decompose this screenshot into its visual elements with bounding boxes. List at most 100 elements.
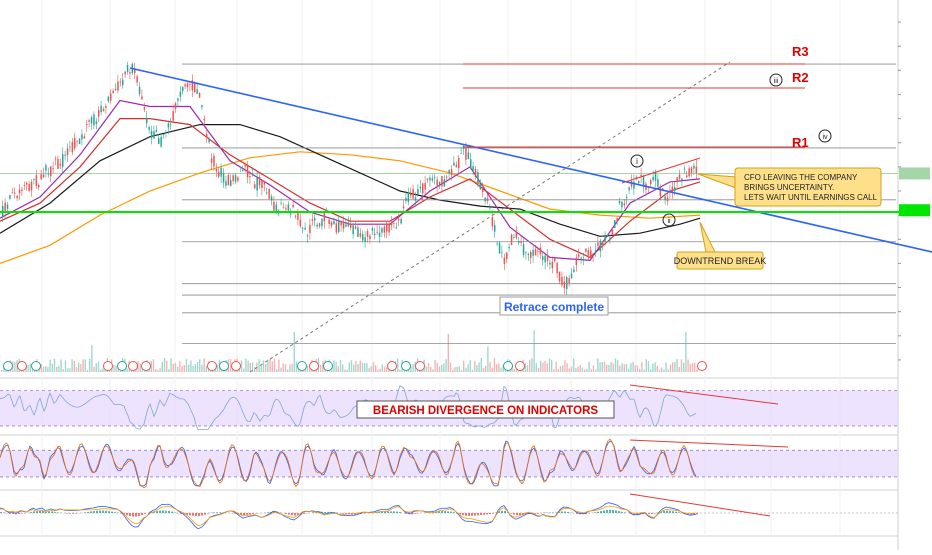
candle-body bbox=[403, 206, 405, 208]
volume-bar bbox=[487, 347, 488, 372]
volume-bar bbox=[445, 359, 446, 372]
candle-body bbox=[254, 184, 256, 188]
macd-histogram-bar bbox=[114, 512, 116, 513]
candle-body bbox=[33, 179, 35, 180]
candle-body bbox=[393, 223, 395, 224]
candle-body bbox=[264, 182, 266, 184]
candle-body bbox=[62, 154, 64, 167]
volume-bar bbox=[140, 363, 141, 372]
volume-bar bbox=[643, 370, 644, 372]
candle-body bbox=[112, 91, 114, 93]
candle-body bbox=[422, 183, 424, 193]
volume-bar bbox=[386, 368, 387, 372]
r3-label: R3 bbox=[792, 44, 809, 59]
volume-bar bbox=[377, 369, 378, 372]
volume-bar bbox=[472, 370, 473, 372]
volume-bar bbox=[547, 363, 548, 372]
volume-bar bbox=[498, 363, 499, 372]
volume-bar bbox=[47, 367, 48, 372]
volume-bar bbox=[254, 367, 255, 372]
candle-body bbox=[343, 222, 345, 229]
candle-body bbox=[357, 227, 359, 237]
volume-bar bbox=[14, 362, 15, 372]
candle-body bbox=[124, 71, 126, 74]
macd-histogram-bar bbox=[162, 510, 164, 513]
macd-histogram-bar bbox=[621, 512, 623, 513]
macd-histogram-bar bbox=[129, 513, 131, 516]
volume-bar bbox=[426, 366, 427, 372]
candle-body bbox=[324, 213, 326, 222]
event-marker bbox=[32, 362, 41, 371]
macd-histogram-bar bbox=[72, 513, 74, 514]
candle-body bbox=[120, 82, 122, 83]
macd-histogram-bar bbox=[414, 513, 416, 514]
candle-body bbox=[604, 236, 606, 240]
bearish-label: BEARISH DIVERGENCE ON INDICATORS bbox=[373, 405, 598, 417]
candle-body bbox=[196, 89, 198, 94]
event-marker bbox=[220, 362, 229, 371]
volume-bar bbox=[199, 359, 200, 372]
candle-body bbox=[640, 175, 642, 176]
candle-body bbox=[573, 270, 575, 272]
macd-histogram-bar bbox=[96, 511, 98, 513]
candle-body bbox=[307, 235, 309, 236]
macd-histogram-bar bbox=[612, 510, 614, 513]
candle-body bbox=[465, 148, 467, 160]
candle-body bbox=[91, 117, 93, 123]
candle-body bbox=[412, 189, 414, 199]
macd-histogram-bar bbox=[483, 513, 485, 515]
volume-bar bbox=[192, 366, 193, 372]
cfo-line-2: BRINGS UNCERTAINTY. bbox=[744, 183, 834, 192]
candle-body bbox=[81, 134, 83, 139]
candle-body bbox=[566, 277, 568, 289]
candle-body bbox=[489, 207, 491, 208]
candle-body bbox=[12, 192, 14, 193]
volume-bar bbox=[27, 365, 28, 372]
volume-bar bbox=[52, 364, 53, 372]
macd-histogram-bar bbox=[165, 511, 167, 513]
candle-body bbox=[547, 255, 549, 261]
candle-body bbox=[326, 210, 328, 211]
volume-bar bbox=[285, 364, 286, 372]
macd-histogram-bar bbox=[75, 513, 77, 514]
macd-histogram-bar bbox=[243, 513, 245, 515]
macd-histogram-bar bbox=[618, 511, 620, 513]
macd-histogram-bar bbox=[552, 512, 554, 513]
volume-bar bbox=[115, 366, 116, 372]
macd-histogram-bar bbox=[0, 512, 2, 513]
candle-body bbox=[153, 131, 155, 138]
volume-bar bbox=[674, 362, 675, 372]
candle-body bbox=[439, 182, 441, 185]
volume-bar bbox=[606, 365, 607, 372]
macd-histogram-bar bbox=[564, 512, 566, 513]
macd-histogram-bar bbox=[663, 511, 665, 513]
macd-histogram-bar bbox=[516, 513, 518, 515]
cfo-line-1: CFO LEAVING THE COMPANY bbox=[744, 173, 858, 182]
candle-body bbox=[619, 201, 621, 203]
candle-body bbox=[552, 262, 554, 268]
macd-histogram-bar bbox=[549, 512, 551, 513]
volume-bar bbox=[98, 362, 99, 372]
volume-bar bbox=[54, 359, 55, 372]
volume-bar bbox=[558, 369, 559, 372]
candle-body bbox=[520, 241, 522, 243]
candle-body bbox=[388, 224, 390, 232]
volume-bar bbox=[538, 368, 539, 372]
macd-histogram-bar bbox=[87, 512, 89, 513]
volume-bar bbox=[30, 363, 31, 372]
volume-bar bbox=[540, 361, 541, 372]
volume-bar bbox=[173, 364, 174, 372]
volume-bar bbox=[615, 358, 616, 372]
candle-body bbox=[211, 159, 213, 163]
volume-bar bbox=[456, 367, 457, 372]
candle-body bbox=[638, 181, 640, 183]
volume-bar bbox=[476, 365, 477, 372]
event-marker bbox=[416, 362, 425, 371]
candle-body bbox=[595, 250, 597, 253]
volume-bar bbox=[588, 362, 589, 372]
candle-body bbox=[52, 168, 54, 169]
volume-bar bbox=[397, 358, 398, 372]
candle-body bbox=[561, 277, 563, 285]
volume-bar bbox=[668, 370, 669, 372]
